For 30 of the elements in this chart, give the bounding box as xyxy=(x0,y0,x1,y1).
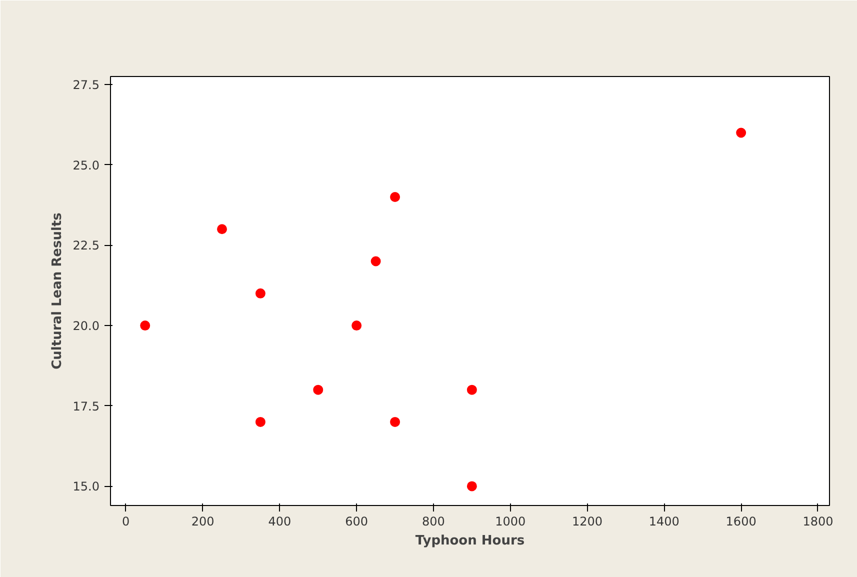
point xyxy=(370,256,381,266)
x-tick-label: 600 xyxy=(345,514,368,528)
point xyxy=(255,288,266,298)
x-tick-label: 1200 xyxy=(572,514,603,528)
point xyxy=(140,320,150,331)
point xyxy=(466,384,477,395)
x-tick-label: 200 xyxy=(191,514,214,528)
x-axis-title: Typhoon Hours xyxy=(415,534,525,548)
y-tick-label: 22.5 xyxy=(72,238,100,253)
y-axis-title: Cultural Lean Results xyxy=(50,212,65,370)
x-tick-label: 1600 xyxy=(726,514,756,528)
x-tick-label: 400 xyxy=(268,514,292,528)
x-tick-label: 0 xyxy=(122,514,130,528)
point xyxy=(217,224,228,234)
y-tick-label: 25.0 xyxy=(72,158,100,172)
point xyxy=(390,416,400,427)
y-tick-label: 15.0 xyxy=(72,480,100,494)
y-tick-label: 17.5 xyxy=(72,399,100,414)
point xyxy=(466,481,477,492)
x-tick-label: 1000 xyxy=(495,514,526,528)
x-tick-label: 1800 xyxy=(802,514,834,528)
point xyxy=(390,192,400,202)
point xyxy=(255,416,266,427)
y-tick-label: 27.5 xyxy=(72,78,100,92)
point xyxy=(313,384,324,395)
point xyxy=(736,128,746,138)
y-tick-label: 20.0 xyxy=(72,319,100,334)
point xyxy=(352,320,362,331)
x-tick-label: 1400 xyxy=(648,514,680,528)
x-tick-label: 800 xyxy=(422,514,445,528)
